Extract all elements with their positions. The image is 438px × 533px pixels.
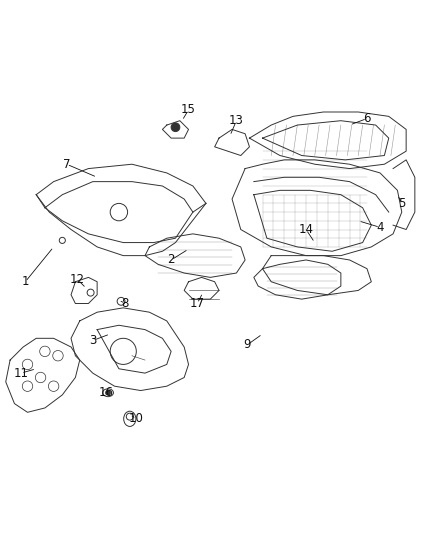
Text: 17: 17 [190, 297, 205, 310]
Text: 5: 5 [398, 197, 406, 210]
Text: 15: 15 [181, 103, 196, 116]
Text: 10: 10 [129, 413, 144, 425]
Text: 11: 11 [14, 367, 28, 379]
Text: 1: 1 [21, 275, 29, 288]
Text: 2: 2 [167, 254, 175, 266]
Text: 7: 7 [63, 158, 71, 171]
Text: 6: 6 [363, 112, 371, 125]
Circle shape [171, 123, 180, 132]
Text: 8: 8 [122, 297, 129, 310]
Text: 16: 16 [99, 386, 113, 399]
Text: 4: 4 [376, 221, 384, 234]
Text: 3: 3 [89, 334, 96, 347]
Text: 12: 12 [70, 273, 85, 286]
Text: 13: 13 [229, 114, 244, 127]
Circle shape [106, 391, 110, 395]
Text: 9: 9 [244, 338, 251, 351]
Text: 14: 14 [299, 223, 314, 236]
